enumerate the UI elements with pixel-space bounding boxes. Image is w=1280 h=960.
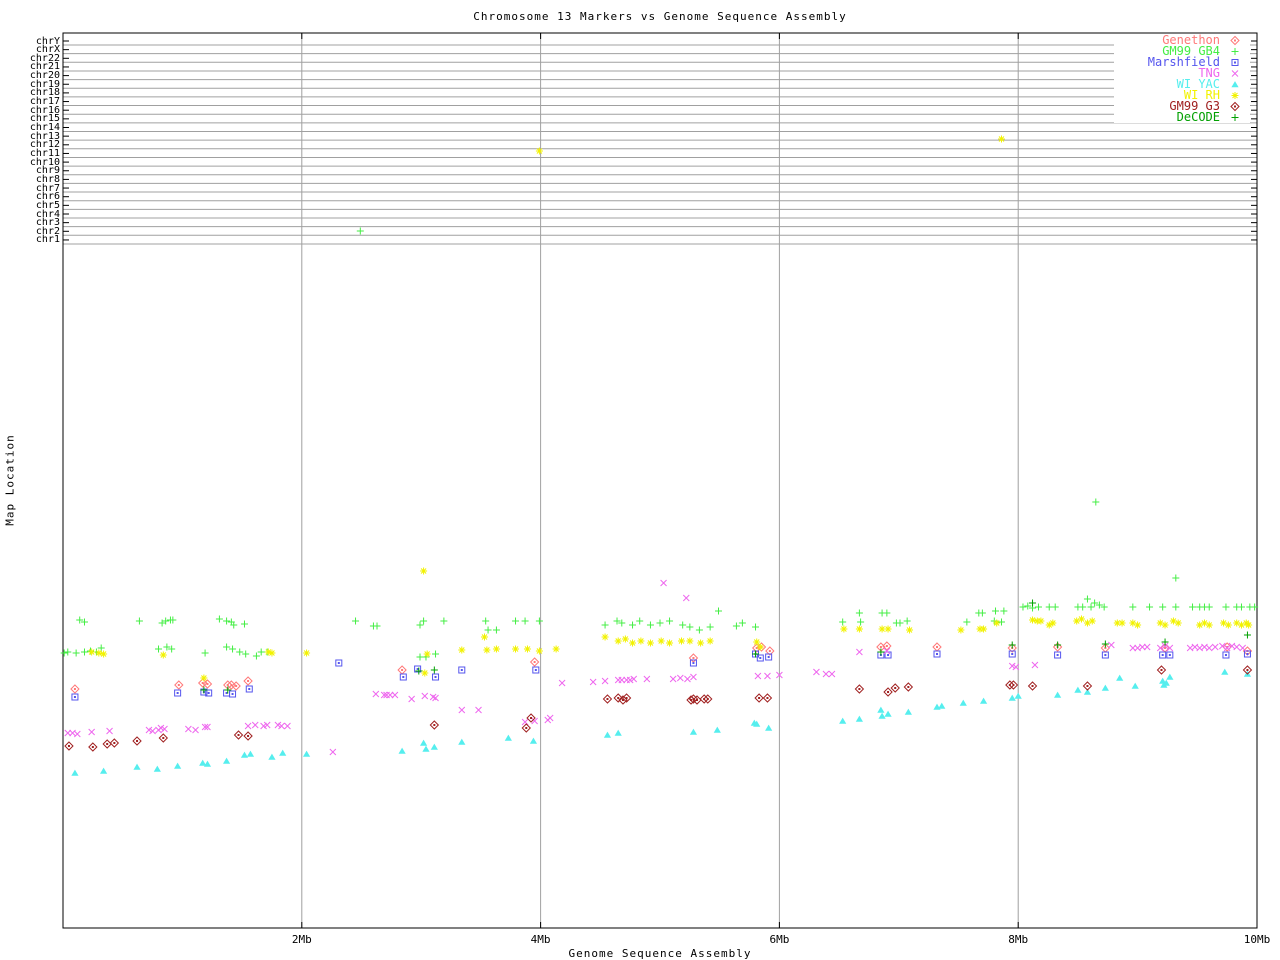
y-tick-label-chr10: chr10	[29, 156, 60, 168]
series-wi-rh	[88, 135, 1253, 682]
legend-label: GM99 G3	[1169, 99, 1220, 113]
x-tick-label-2Mb: 2Mb	[291, 933, 312, 946]
series-genethon	[70, 641, 1253, 694]
diamond-dot-marker-icon	[1230, 101, 1240, 112]
y-tick-label-chr21: chr21	[29, 61, 60, 73]
x-tick-label-4Mb: 4Mb	[530, 933, 551, 946]
series-gm99-gb4	[60, 227, 1259, 661]
legend-item-wi-yac: WI YAC	[1114, 77, 1250, 91]
legend-label: TNG	[1198, 66, 1220, 80]
legend-item-marshfield: Marshfield	[1114, 55, 1250, 69]
y-tick-label-chr18: chr18	[29, 87, 60, 99]
y-tick-label-chr13: chr13	[29, 130, 60, 142]
y-tick-label-chr1: chr1	[35, 234, 60, 246]
square-dot-marker-icon	[1231, 59, 1239, 66]
y-tick-label-chr15: chr15	[29, 113, 60, 125]
y-tick-label-chr9: chr9	[35, 165, 60, 177]
y-tick-label-chr2: chr2	[35, 225, 60, 237]
legend-item-genethon: Genethon	[1114, 33, 1250, 47]
x-tick-label-8Mb: 8Mb	[1008, 933, 1029, 946]
legend-label: DeCODE	[1176, 110, 1220, 124]
legend-label: WI RH	[1183, 88, 1220, 102]
y-tick-label-chr17: chr17	[29, 96, 60, 108]
plus-marker-icon	[1231, 114, 1239, 121]
x-axis-title: Genome Sequence Assembly	[568, 947, 752, 960]
y-tick-label-chr14: chr14	[29, 122, 60, 133]
cross-marker-icon	[1231, 70, 1239, 77]
legend-item-wi-rh: WI RH	[1114, 88, 1250, 102]
legend-label: GM99 GB4	[1162, 44, 1220, 58]
legend-item-decode: DeCODE	[1114, 110, 1250, 124]
plus-marker-icon	[1231, 48, 1239, 55]
y-tick-label-chr19: chr19	[29, 78, 60, 90]
legend-label: Genethon	[1162, 33, 1220, 47]
series-marshfield	[71, 650, 1251, 701]
series-decode	[200, 599, 1251, 694]
legend-label: WI YAC	[1176, 77, 1220, 91]
y-tick-label-chrY: chrY	[35, 35, 60, 47]
y-tick-label-chr5: chr5	[35, 199, 60, 211]
legend-item-gm99-g3: GM99 G3	[1114, 99, 1250, 113]
y-tick-label-chr16: chr16	[29, 104, 60, 116]
y-tick-label-chr7: chr7	[35, 182, 60, 194]
y-tick-label-chr22: chr22	[29, 52, 60, 64]
legend-label: Marshfield	[1147, 55, 1220, 69]
series-wi-yac	[71, 668, 1252, 776]
legend-item-gm99-gb4: GM99 GB4	[1114, 44, 1250, 58]
series-tng	[64, 579, 1247, 756]
star-marker-icon	[1231, 92, 1239, 99]
chart-title: Chromosome 13 Markers vs Genome Sequence…	[473, 10, 847, 23]
series-gm99-g3	[64, 665, 1253, 752]
y-tick-label-chr11: chr11	[29, 147, 60, 159]
legend-item-tng: TNG	[1114, 66, 1250, 80]
triangle-marker-icon	[1231, 81, 1239, 88]
y-tick-label-chr20: chr20	[29, 70, 60, 82]
y-tick-label-chrX: chrX	[35, 44, 60, 56]
y-tick-label-chr12: chr12	[29, 139, 60, 151]
legend: Genethon GM99 GB4 Marshfield TNG WI YAC WI RH…	[1114, 33, 1250, 124]
y-tick-label-chr6: chr6	[35, 191, 60, 203]
diamond-dot-marker-icon	[1230, 35, 1240, 46]
x-tick-label-6Mb: 6Mb	[769, 933, 790, 946]
x-tick-label-10Mb: 10Mb	[1243, 933, 1271, 946]
y-tick-label-chr8: chr8	[35, 173, 60, 185]
y-tick-label-chr3: chr3	[35, 217, 60, 229]
y-tick-label-chr4: chr4	[35, 208, 60, 220]
